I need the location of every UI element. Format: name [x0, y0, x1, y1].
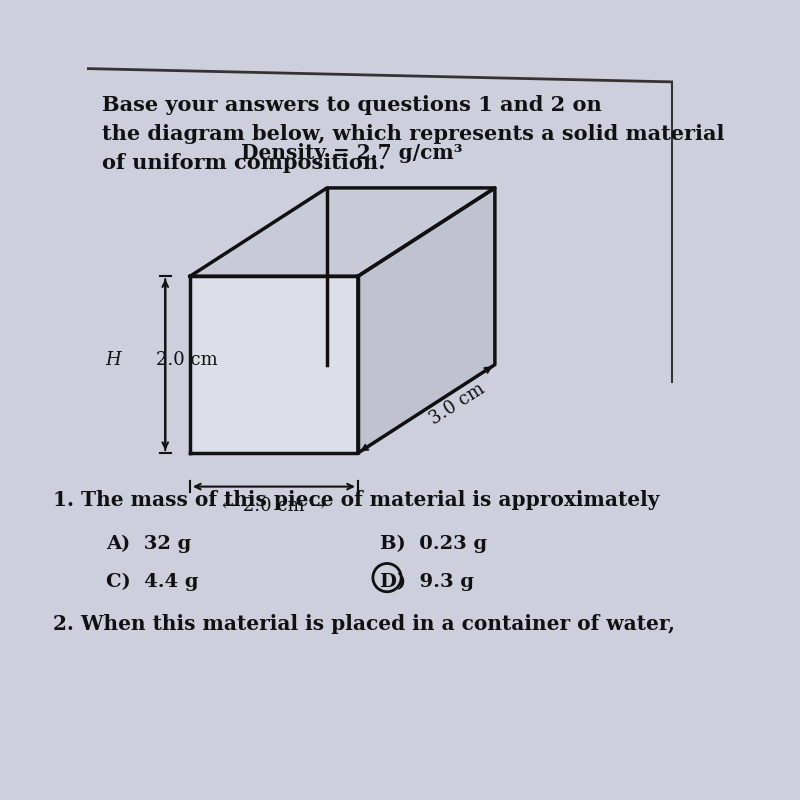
Text: A)  32 g: A) 32 g: [106, 534, 191, 553]
Text: C)  4.4 g: C) 4.4 g: [106, 572, 198, 590]
Polygon shape: [190, 188, 495, 276]
Text: 2.0 cm: 2.0 cm: [157, 351, 218, 370]
Text: 3.0 cm: 3.0 cm: [426, 380, 488, 429]
Text: of uniform composition.: of uniform composition.: [102, 154, 385, 174]
Text: 1. The mass of this piece of material is approximately: 1. The mass of this piece of material is…: [53, 490, 659, 510]
Text: ← 2.0 cm →: ← 2.0 cm →: [222, 498, 326, 515]
Text: Base your answers to questions 1 and 2 on: Base your answers to questions 1 and 2 o…: [102, 95, 602, 115]
Text: Density = 2.7 g/cm³: Density = 2.7 g/cm³: [241, 143, 462, 163]
Polygon shape: [358, 188, 495, 453]
Text: the diagram below, which represents a solid material: the diagram below, which represents a so…: [102, 124, 724, 144]
Text: B)  0.23 g: B) 0.23 g: [380, 534, 487, 553]
Text: 2. When this material is placed in a container of water,: 2. When this material is placed in a con…: [53, 614, 675, 634]
Text: H: H: [106, 351, 121, 370]
Text: D)  9.3 g: D) 9.3 g: [380, 572, 474, 590]
Polygon shape: [190, 276, 358, 453]
